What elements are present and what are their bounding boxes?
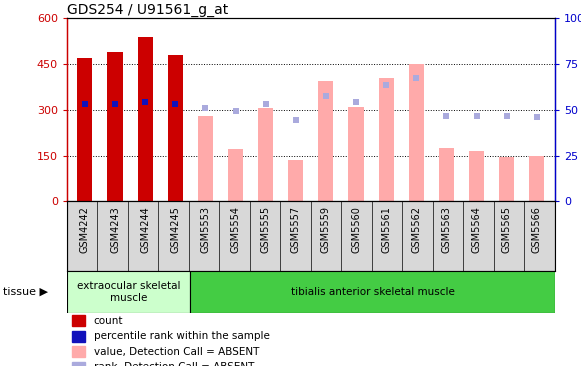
Text: GSM4243: GSM4243 [110,206,120,253]
Text: GSM5562: GSM5562 [411,206,421,253]
Bar [439,148,454,201]
Bar [349,107,364,201]
Point [231,108,240,114]
Text: GSM4244: GSM4244 [140,206,150,253]
Text: GSM5563: GSM5563 [442,206,451,253]
Text: rank, Detection Call = ABSENT: rank, Detection Call = ABSENT [94,362,254,366]
Bar [228,149,243,201]
Point [141,99,150,105]
Point [171,101,180,107]
Bar [529,156,544,201]
Point [261,101,270,107]
Bar [191,271,555,313]
Bar [469,151,484,201]
Bar [168,55,183,201]
Text: GSM5566: GSM5566 [532,206,541,253]
Text: tibialis anterior skeletal muscle: tibialis anterior skeletal muscle [290,287,454,297]
Point [532,115,541,120]
Point [442,113,451,119]
Bar [499,157,514,201]
Point [382,82,391,88]
Bar [71,362,85,366]
Point [321,93,331,99]
Point [411,75,421,81]
Bar [409,64,424,201]
Text: extraocular skeletal
muscle: extraocular skeletal muscle [77,281,180,303]
Text: GSM5564: GSM5564 [472,206,482,253]
Text: GSM5560: GSM5560 [351,206,361,253]
Bar [71,315,85,326]
Text: value, Detection Call = ABSENT: value, Detection Call = ABSENT [94,347,259,357]
Point [80,101,89,107]
Point [502,113,511,119]
Bar [107,52,123,201]
Bar [198,116,213,201]
Bar [67,271,191,313]
Point [201,105,210,111]
Point [472,113,481,119]
Bar [77,58,92,201]
Text: GSM5561: GSM5561 [381,206,391,253]
Text: GSM5557: GSM5557 [290,206,301,253]
Point [352,99,361,105]
Text: GSM5554: GSM5554 [231,206,241,253]
Text: count: count [94,316,123,326]
Bar [318,81,333,201]
Bar [71,346,85,358]
Text: GSM4242: GSM4242 [80,206,90,253]
Text: GSM5555: GSM5555 [261,206,271,253]
Point [110,101,120,107]
Text: percentile rank within the sample: percentile rank within the sample [94,331,270,341]
Bar [288,160,303,201]
Point [291,117,300,123]
Text: tissue ▶: tissue ▶ [3,287,48,297]
Text: GSM5553: GSM5553 [200,206,210,253]
Text: GSM5565: GSM5565 [501,206,512,253]
Text: GSM5559: GSM5559 [321,206,331,253]
Text: GDS254 / U91561_g_at: GDS254 / U91561_g_at [67,3,228,17]
Text: GSM4245: GSM4245 [170,206,180,253]
Bar [71,330,85,342]
Bar [258,108,273,201]
Bar [138,37,153,201]
Bar [379,78,394,201]
